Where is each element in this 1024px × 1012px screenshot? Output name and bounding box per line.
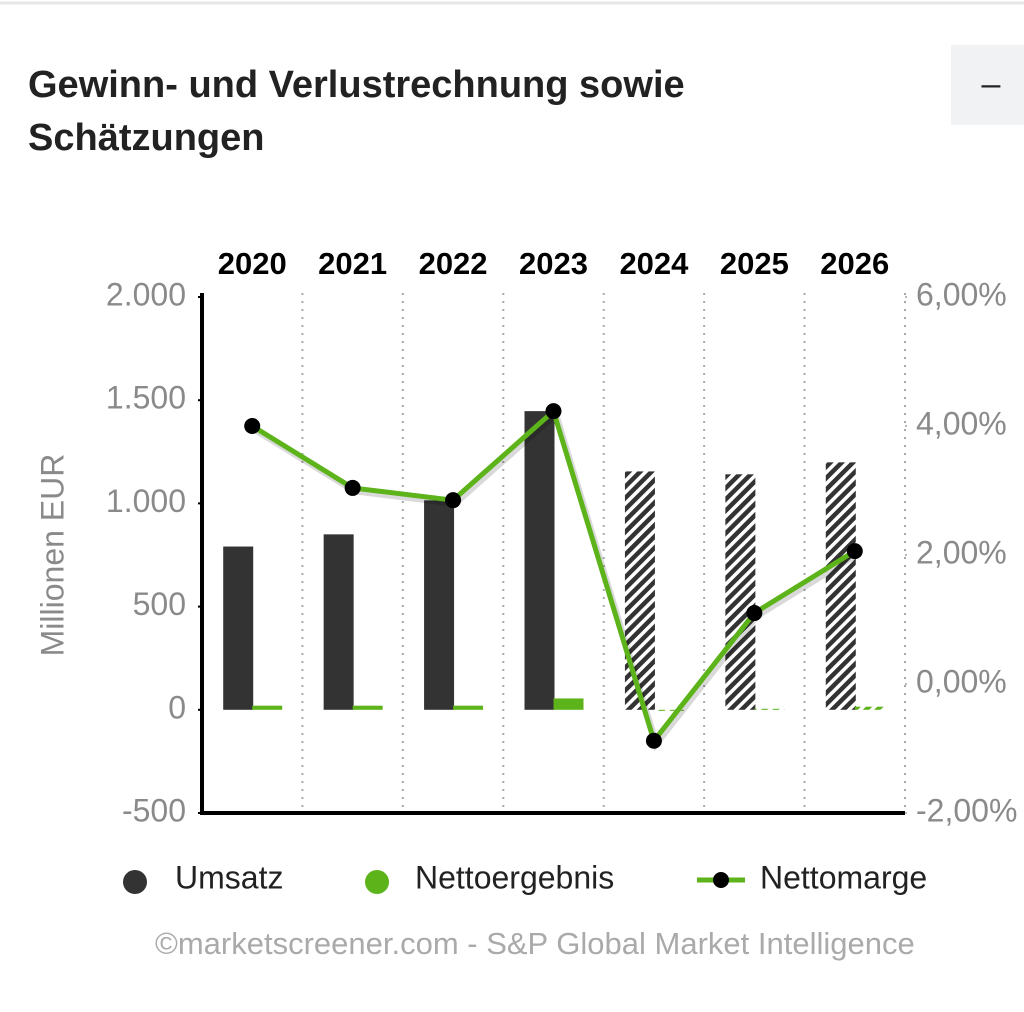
x-tick-label: 2026: [820, 246, 889, 281]
bar: [223, 546, 254, 710]
y-tick-label: 1.500: [106, 380, 186, 416]
line-point: [344, 479, 361, 496]
x-tick-label: 2021: [318, 246, 387, 281]
bar: [352, 705, 383, 710]
y2-tick-label: -2,00%: [916, 792, 1017, 828]
y-axis-label: Millionen EUR: [34, 454, 70, 657]
y-tick-label: -500: [122, 792, 186, 828]
bar: [653, 709, 684, 711]
y2-tick-label: 6,00%: [916, 276, 1007, 312]
source: ©marketscreener.com - S&P Global Market …: [155, 926, 915, 961]
bar: [854, 706, 885, 710]
y-tick-label: 1.000: [106, 483, 186, 519]
bar: [624, 471, 655, 710]
collapse-button-label[interactable]: –: [982, 65, 1001, 103]
y-tick-label: 2.000: [106, 276, 186, 312]
x-tick-label: 2025: [720, 246, 789, 281]
legend-swatch: [365, 870, 389, 894]
line-point: [645, 732, 662, 749]
line-point: [445, 492, 462, 509]
y2-tick-label: 2,00%: [916, 534, 1007, 570]
chart: -500 0 500 1.000 1.500 2.000 -2,00% 0,00% 2,00% 4…: [34, 246, 1017, 961]
bar: [725, 474, 756, 710]
y2-tick-label: 4,00%: [916, 405, 1007, 441]
y-tick-label: 0: [168, 689, 186, 725]
x-tick-label: 2023: [519, 246, 588, 281]
title: Gewinn- und Verlustrechnung sowie: [28, 64, 685, 106]
legend-label: Nettoergebnis: [415, 859, 614, 895]
y2-tick-label: 0,00%: [916, 663, 1007, 699]
legend-label: Umsatz: [175, 859, 283, 895]
bar: [323, 534, 354, 710]
x-tick-label: 2024: [619, 246, 689, 281]
line-point: [746, 605, 763, 622]
bar: [424, 500, 455, 710]
collapse-button[interactable]: [951, 45, 1024, 125]
bar: [252, 705, 283, 710]
title: Schätzungen: [28, 117, 264, 159]
bar: [825, 462, 856, 710]
legend-swatch: [713, 872, 729, 888]
y-tick-label: 500: [133, 586, 186, 622]
bar: [524, 411, 555, 710]
line-point: [545, 403, 562, 420]
bar: [553, 698, 584, 710]
legend-label: Nettomarge: [760, 859, 927, 895]
x-tick-label: 2020: [218, 246, 287, 281]
line-point: [244, 418, 261, 434]
x-tick-label: 2022: [419, 246, 488, 281]
line-point: [846, 543, 863, 560]
bar: [453, 705, 484, 710]
legend-swatch: [123, 870, 147, 894]
bar: [754, 708, 785, 710]
